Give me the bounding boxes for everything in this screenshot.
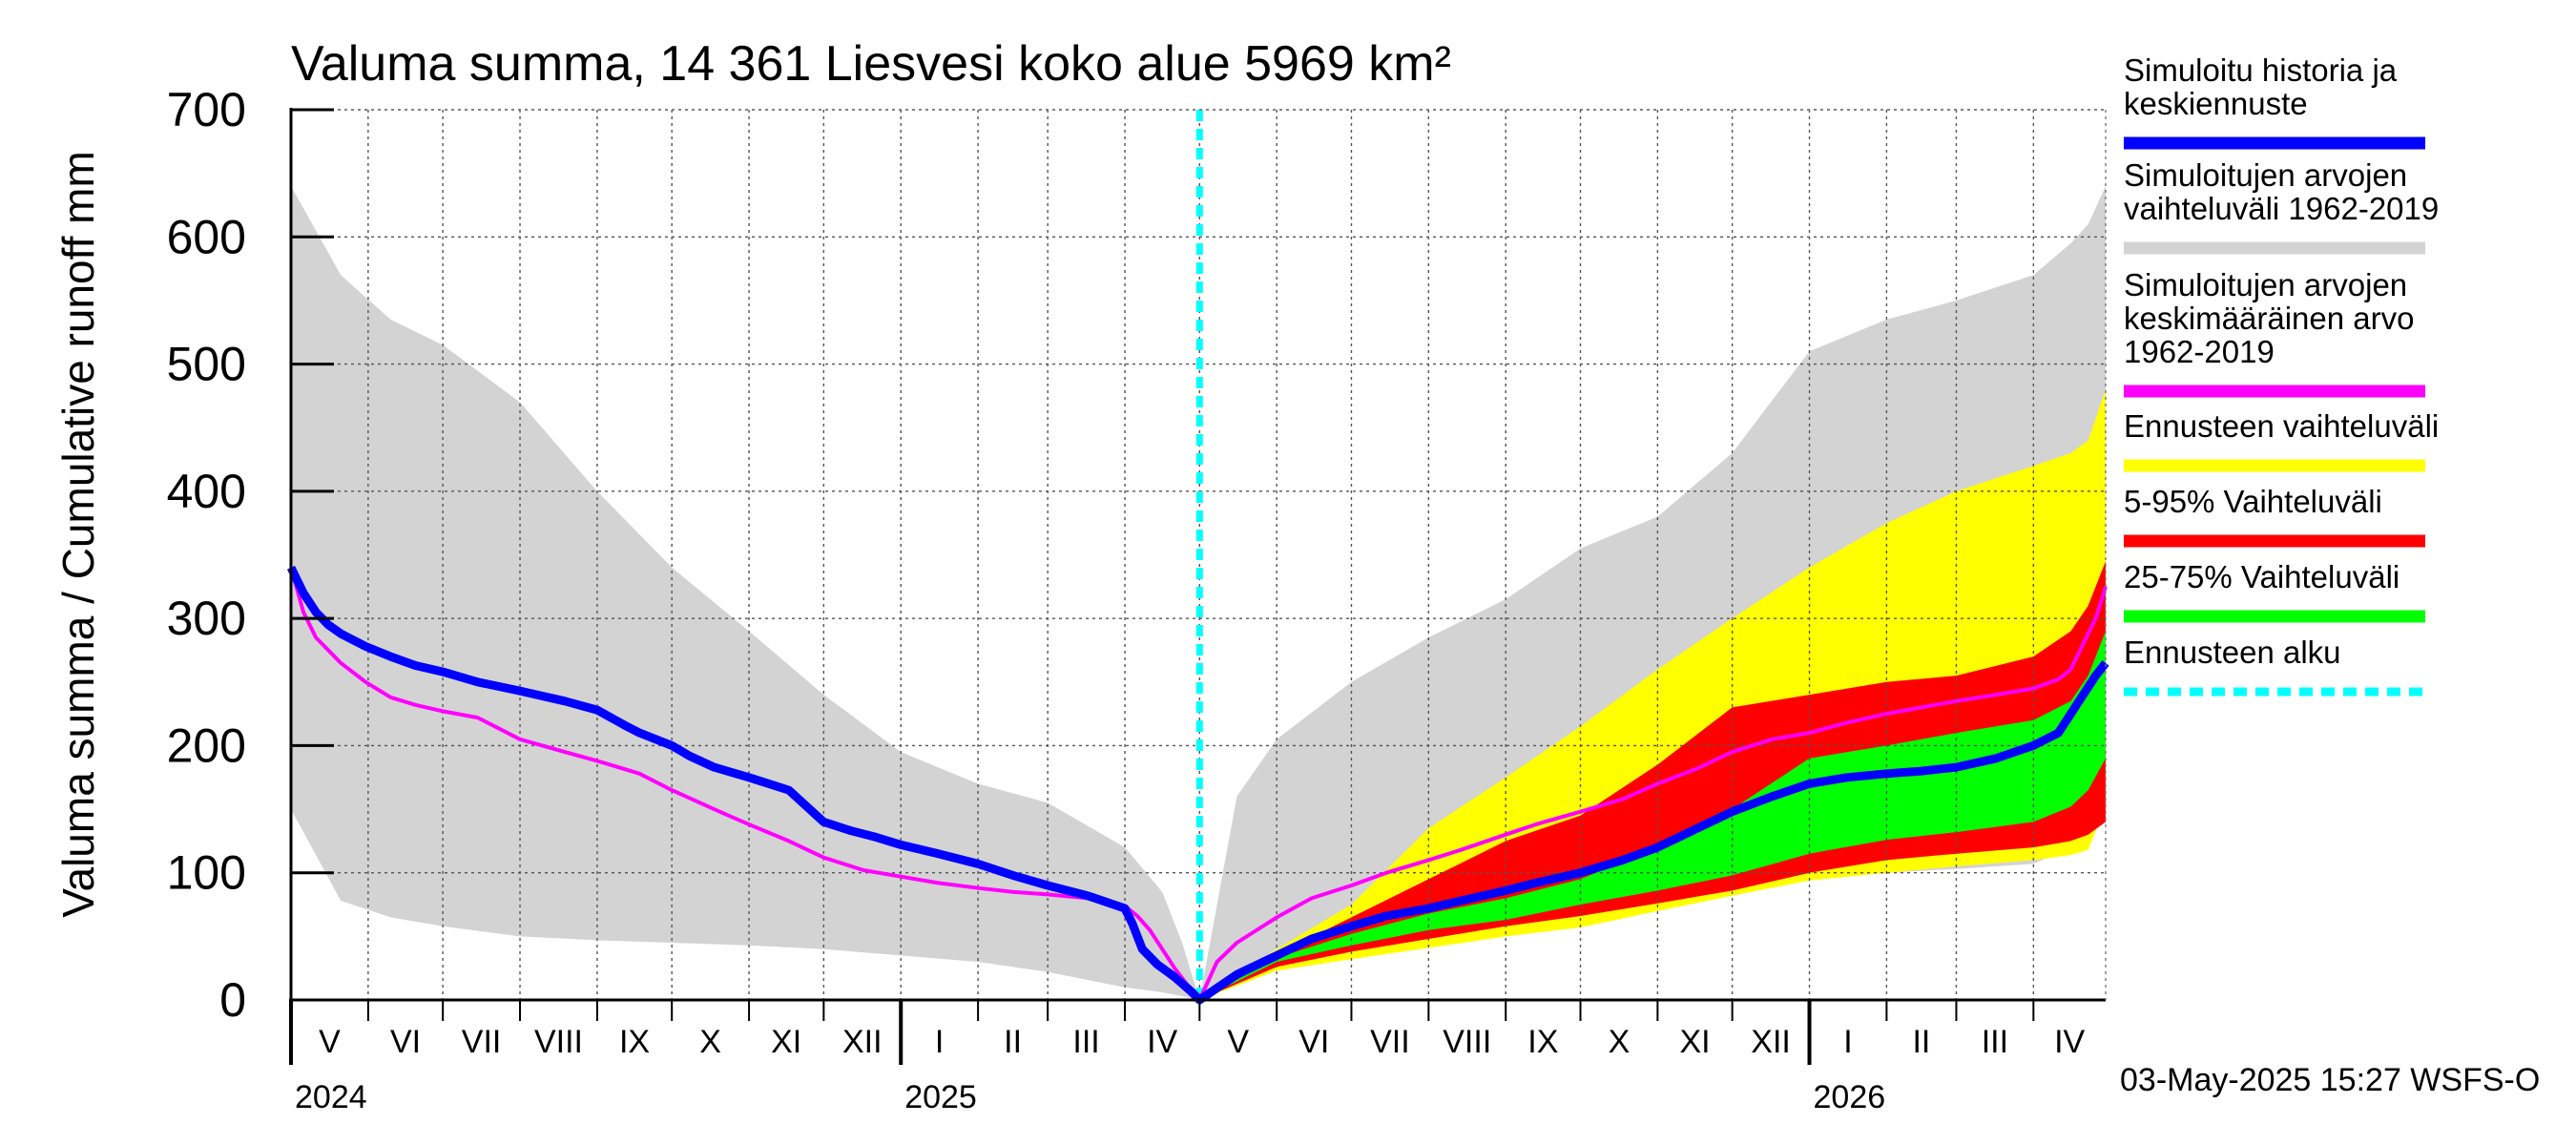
x-month-label: I [935,1024,944,1060]
y-tick-label: 600 [167,210,246,263]
x-month-label: II [1912,1024,1930,1060]
y-tick-label: 700 [167,83,246,136]
bands-layer [291,186,2106,1000]
series-line-simuloitu-historia-ja-keskiennuste [286,565,2109,1005]
footer-timestamp: 03-May-2025 15:27 WSFS-O [2120,1062,2540,1098]
legend-text: 1962-2019 [2124,334,2275,369]
lines-layer [286,565,2109,1005]
legend-text: 5-95% Vaihteluväli [2124,484,2382,519]
x-month-label: IX [1527,1024,1558,1060]
x-month-label: VI [1298,1024,1329,1060]
y-tick-label: 0 [219,973,246,1027]
x-month-label: IX [619,1024,650,1060]
y-tick-label: 100 [167,846,246,900]
legend-text: Simuloitujen arvojen [2124,157,2407,193]
y-tick-label: 200 [167,718,246,772]
x-month-label: XII [1751,1024,1791,1060]
grid-layer [291,109,2106,1000]
y-axis-label: Valuma summa / Cumulative runoff mm [53,151,103,918]
x-month-label: VIII [534,1024,583,1060]
x-month-label: III [1982,1024,2008,1060]
chart-title: Valuma summa, 14 361 Liesvesi koko alue … [291,36,1451,92]
band-5-95-vaihteluv-li [1199,561,2106,1000]
legend-text: Simuloitujen arvojen [2124,267,2407,302]
legend-text: keskimääräinen arvo [2124,301,2414,336]
legend-text: Ennusteen alku [2124,635,2341,670]
x-month-label: II [1004,1024,1022,1060]
x-axis: V VI VII VIII IX X XI XII I II III IV V VI VII VIII IX X X… [289,1000,2086,1115]
y-tick-label: 500 [167,338,246,391]
x-month-label: XI [1679,1024,1710,1060]
x-month-label: VII [462,1024,502,1060]
series-line-simuloitujen-arvojen-keskim-r-inen-arvo-1962-2019 [289,567,2108,1002]
x-month-label: X [699,1024,721,1060]
x-month-label: V [1227,1024,1249,1060]
x-month-label: III [1072,1024,1099,1060]
legend-text: Simuloitu historia ja [2124,52,2398,88]
x-month-label: IV [1147,1024,1177,1060]
x-month-label: VII [1370,1024,1410,1060]
legend-text: Ennusteen vaihteluväli [2124,408,2439,444]
x-year-label: 2024 [295,1079,367,1115]
x-month-label: XII [842,1024,883,1060]
x-month-label: I [1843,1024,1852,1060]
x-month-label: X [1609,1024,1631,1060]
legend-text: keskiennuste [2124,86,2308,121]
plot-frame [289,108,2107,1002]
x-month-label: VIII [1443,1024,1491,1060]
x-month-label: V [319,1024,341,1060]
legend-text: 25-75% Vaihteluväli [2124,559,2399,594]
legend-text: vaihteluväli 1962-2019 [2124,191,2439,226]
y-axis: 0 100 200 300 400 500 600 700 [167,83,334,1027]
x-month-label: XI [771,1024,801,1060]
y-tick-label: 400 [167,465,246,518]
x-month-label: IV [2054,1024,2085,1060]
x-month-label: VI [390,1024,421,1060]
x-year-label: 2026 [1814,1079,1886,1115]
y-tick-label: 300 [167,592,246,645]
band-25-75-vaihteluv-li [1199,631,2106,1000]
x-year-label: 2025 [904,1079,977,1115]
